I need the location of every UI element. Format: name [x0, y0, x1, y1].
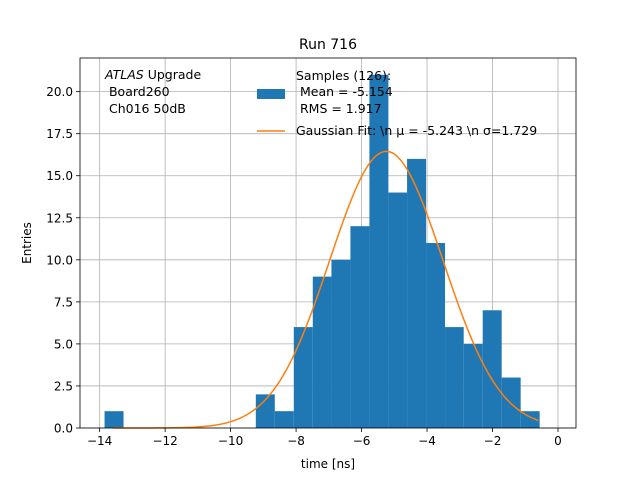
histogram-bar — [255, 394, 275, 428]
histogram-bar — [331, 259, 351, 428]
plot-frame — [79, 57, 577, 429]
histogram-bar — [463, 343, 483, 428]
x-tick-label: 0 — [554, 434, 562, 448]
y-tick-label: 7.5 — [54, 295, 73, 309]
annotation-line-1: ATLAS Upgrade — [104, 67, 201, 82]
x-tick-label: −6 — [353, 434, 371, 448]
y-axis-label: Entries — [20, 222, 34, 264]
annotation-atlas: ATLAS — [104, 67, 144, 82]
y-axis-ticks: 0.0 2.5 5.0 7.5 10.0 12.5 15.0 17.5 20.0 — [46, 85, 80, 436]
histogram-bar — [482, 310, 502, 428]
histogram-bar — [426, 243, 446, 428]
x-tick-label: −14 — [87, 434, 112, 448]
histogram-bar — [312, 276, 332, 428]
histogram-bar — [350, 226, 370, 428]
y-tick-label: 5.0 — [54, 337, 73, 351]
legend: Samples (126): Mean = -5.154 RMS = 1.917… — [257, 68, 537, 138]
annotation-line-2: Board260 — [105, 84, 170, 99]
y-tick-label: 10.0 — [46, 253, 73, 267]
x-tick-label: −2 — [484, 434, 502, 448]
histogram-bar — [520, 411, 540, 428]
y-tick-label: 20.0 — [46, 85, 73, 99]
y-tick-label: 17.5 — [46, 127, 73, 141]
y-tick-label: 15.0 — [46, 169, 73, 183]
histogram-bar — [407, 158, 427, 428]
y-tick-label: 0.0 — [54, 422, 73, 436]
histogram-bars — [104, 74, 540, 429]
x-tick-label: −10 — [218, 434, 243, 448]
y-tick-label: 2.5 — [54, 379, 73, 393]
histogram-bar — [274, 411, 294, 428]
annotation-line-3: Ch016 50dB — [105, 101, 186, 116]
histogram-bar — [104, 411, 124, 428]
x-tick-label: −4 — [418, 434, 436, 448]
atlas-annotation: ATLAS Upgrade Board260 Ch016 50dB — [104, 67, 201, 116]
annotation-upgrade: Upgrade — [144, 67, 202, 82]
gaussian-fit-curve — [112, 150, 539, 429]
x-tick-label: −12 — [152, 434, 177, 448]
y-tick-label: 12.5 — [46, 211, 73, 225]
legend-fit-label: Gaussian Fit: \n μ = -5.243 \n σ=1.729 — [296, 123, 537, 138]
histogram-bar — [293, 327, 313, 428]
legend-hist-line-3: RMS = 1.917 — [296, 101, 382, 116]
x-tick-label: −8 — [287, 434, 305, 448]
histogram-bar — [369, 74, 389, 429]
legend-hist-line-2: Mean = -5.154 — [296, 84, 393, 99]
histogram-bar — [388, 192, 408, 428]
x-axis-ticks: −14 −12 −10 −8 −6 −4 −2 0 — [87, 428, 562, 448]
legend-histogram-swatch — [257, 89, 285, 99]
x-axis-label: time [ns] — [301, 457, 355, 471]
histogram-bar — [445, 327, 464, 428]
chart-title: Run 716 — [299, 37, 357, 53]
legend-hist-line-1: Samples (126): — [296, 68, 391, 83]
